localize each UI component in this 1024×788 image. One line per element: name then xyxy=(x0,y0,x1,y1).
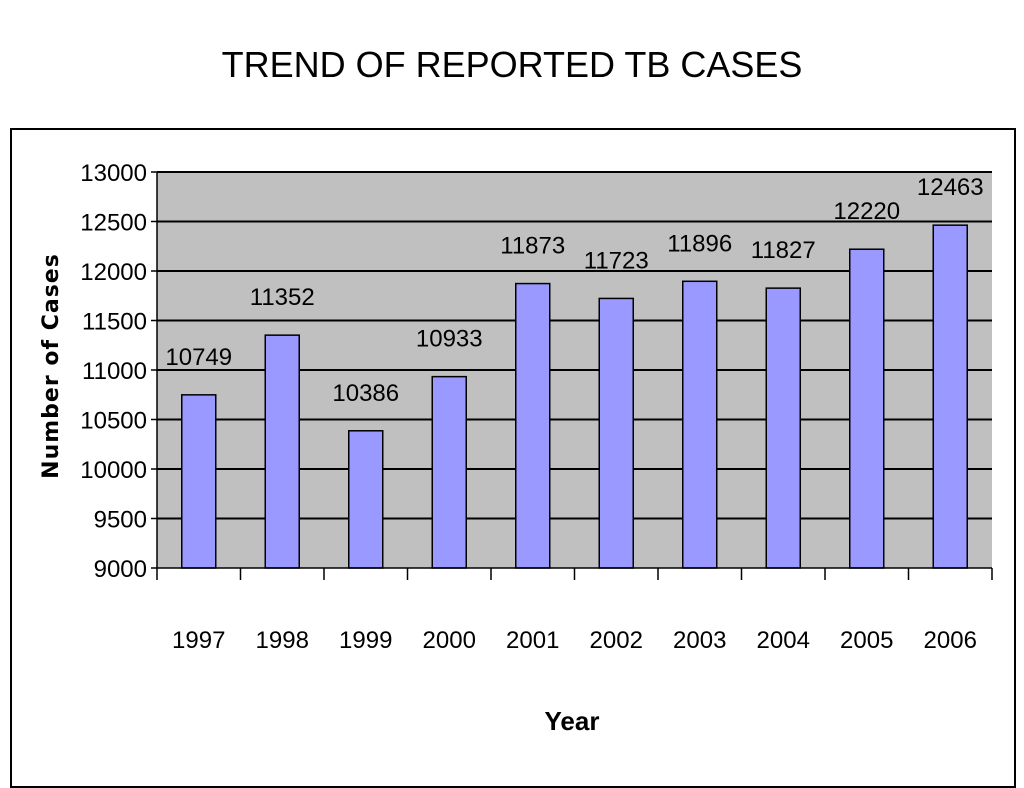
y-tick-label: 9500 xyxy=(94,507,147,534)
data-label-1998: 11352 xyxy=(250,284,315,311)
bar-2003 xyxy=(682,280,718,569)
x-axis-title: Year xyxy=(545,706,600,736)
y-tick-label: 10500 xyxy=(80,408,147,435)
bar-2005 xyxy=(849,248,885,569)
bar-1998 xyxy=(264,334,300,569)
bar-2006 xyxy=(932,224,968,569)
data-label-2003: 11896 xyxy=(667,230,732,257)
chart-frame: 9000 9500 10000 10500 11000 11500 12000 12500 13… xyxy=(10,128,1016,788)
bar-1999 xyxy=(348,430,384,569)
data-label-2006: 12463 xyxy=(917,174,984,201)
y-axis-title: Number of Cases xyxy=(39,253,64,479)
y-tick-label: 12500 xyxy=(80,210,147,237)
x-tick-label: 2000 xyxy=(423,627,476,654)
bar-chart: 9000 9500 10000 10500 11000 11500 12000 12500 13… xyxy=(39,160,993,736)
x-tick-label: 2002 xyxy=(590,627,643,654)
data-label-2000: 10933 xyxy=(416,326,483,353)
bar-2000 xyxy=(431,375,467,569)
x-tick-label: 2006 xyxy=(924,627,977,654)
y-tick-label: 11000 xyxy=(82,358,147,385)
data-label-2002: 11723 xyxy=(584,247,649,274)
bar-1997 xyxy=(181,394,217,569)
data-label-2005: 12220 xyxy=(833,198,900,225)
x-tick-label: 1999 xyxy=(339,627,392,654)
x-tick-label: 2003 xyxy=(673,627,726,654)
bar-2004 xyxy=(765,287,801,569)
data-label-1997: 10749 xyxy=(165,344,232,371)
x-tick-label: 1998 xyxy=(256,627,309,654)
bar-2001 xyxy=(515,282,551,569)
bar-2002 xyxy=(598,297,634,569)
y-tick-label: 9000 xyxy=(94,556,147,583)
page-title: TREND OF REPORTED TB CASES xyxy=(221,44,803,85)
y-tick-label: 11500 xyxy=(82,309,147,336)
x-tick-label: 2005 xyxy=(840,627,893,654)
data-label-2001: 11873 xyxy=(500,233,565,260)
data-label-2004: 11827 xyxy=(751,237,816,264)
y-tick-label: 10000 xyxy=(80,457,147,484)
x-tick-label: 1997 xyxy=(172,627,225,654)
y-tick-label: 13000 xyxy=(80,160,147,187)
x-tick-label: 2001 xyxy=(506,627,559,654)
y-tick-label: 12000 xyxy=(80,259,147,286)
x-tick-label: 2004 xyxy=(757,627,810,654)
data-label-1999: 10386 xyxy=(332,380,399,407)
